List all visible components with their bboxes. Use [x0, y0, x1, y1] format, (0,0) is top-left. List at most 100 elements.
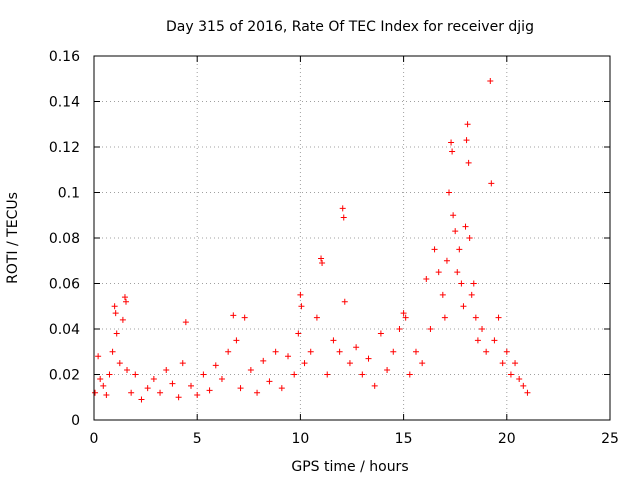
data-point: [353, 344, 360, 351]
y-axis-label: ROTI / TECUs: [5, 192, 21, 284]
x-tick-label: 0: [90, 431, 99, 447]
data-point: [441, 314, 448, 321]
data-point: [336, 348, 343, 355]
data-point: [330, 337, 337, 344]
data-point: [520, 382, 527, 389]
data-point: [212, 362, 219, 369]
data-point: [169, 380, 176, 387]
data-point: [488, 180, 495, 187]
data-point: [318, 255, 325, 262]
data-point: [512, 360, 519, 367]
y-tick-labels: 0 0.02 0.04 0.06 0.08 0.1 0.12 0.14 0.16: [49, 49, 80, 429]
data-point: [132, 371, 139, 378]
data-point: [313, 314, 320, 321]
data-point: [468, 291, 475, 298]
data-point: [319, 260, 326, 267]
data-point: [359, 371, 366, 378]
data-point: [144, 385, 151, 392]
data-point: [402, 314, 409, 321]
x-tick-label: 25: [601, 431, 619, 447]
data-point: [463, 137, 470, 144]
data-point: [116, 360, 123, 367]
data-point: [92, 389, 99, 396]
axis-ticks: [93, 55, 611, 421]
data-point: [524, 389, 531, 396]
data-point: [341, 298, 348, 305]
data-point: [423, 275, 430, 282]
data-point: [452, 228, 459, 235]
data-point: [454, 269, 461, 276]
data-point: [346, 360, 353, 367]
y-tick-label: 0.12: [49, 140, 80, 156]
data-point: [218, 376, 225, 383]
data-point: [474, 337, 481, 344]
data-point: [479, 326, 486, 332]
data-point: [241, 314, 248, 321]
y-tick-label: 0.08: [49, 231, 80, 247]
data-point: [448, 139, 455, 146]
y-tick-label: 0.02: [49, 368, 80, 384]
data-point: [466, 235, 473, 241]
data-point: [462, 223, 469, 230]
data-point: [206, 387, 213, 394]
data-point: [458, 280, 465, 287]
data-point: [483, 348, 490, 355]
data-point: [516, 376, 523, 383]
y-tick-label: 0.14: [49, 95, 80, 111]
data-point: [124, 366, 131, 373]
data-point: [406, 371, 413, 378]
data-point: [427, 326, 434, 332]
y-tick-label: 0.1: [58, 186, 80, 202]
y-tick-label: 0.16: [49, 49, 80, 65]
data-point: [278, 385, 285, 392]
data-point: [200, 371, 207, 378]
y-tick-label: 0.04: [49, 322, 80, 338]
data-point: [182, 319, 189, 326]
data-point: [472, 314, 479, 321]
x-tick-label: 5: [193, 431, 202, 447]
data-point: [431, 246, 438, 253]
x-tick-labels: 0 5 10 15 20 25: [90, 431, 619, 447]
chart-title: Day 315 of 2016, Rate Of TEC Index for r…: [166, 19, 534, 35]
data-point: [295, 330, 302, 337]
data-point: [507, 371, 514, 378]
data-point: [371, 382, 378, 389]
data-point: [100, 382, 107, 389]
data-point: [113, 330, 120, 337]
data-point: [377, 330, 384, 337]
data-point: [419, 360, 426, 367]
data-point: [297, 291, 304, 298]
x-tick-label: 10: [291, 431, 309, 447]
data-point: [339, 205, 346, 212]
plot-frame: [93, 55, 611, 421]
data-point: [487, 78, 494, 85]
data-point: [237, 385, 244, 392]
data-point: [412, 348, 419, 355]
data-point: [307, 348, 314, 355]
y-tick-label: 0: [71, 413, 80, 429]
data-point: [456, 246, 463, 253]
data-point: [111, 303, 118, 310]
data-point: [150, 376, 157, 383]
data-point: [163, 366, 170, 373]
data-point: [365, 355, 372, 362]
x-tick-label: 15: [395, 431, 413, 447]
data-point: [175, 394, 182, 401]
data-point: [138, 396, 145, 403]
grid-lines: [94, 56, 610, 420]
data-point: [285, 353, 292, 360]
data-point: [121, 294, 128, 301]
data-point: [446, 189, 453, 196]
data-point: [324, 371, 331, 378]
data-point: [97, 376, 104, 383]
data-point: [499, 360, 506, 367]
data-point: [384, 366, 391, 373]
data-point: [266, 378, 273, 385]
data-point: [340, 214, 347, 221]
data-point: [298, 303, 305, 310]
data-point: [179, 360, 186, 367]
data-point: [230, 312, 237, 319]
data-point: [396, 326, 403, 332]
data-point: [460, 303, 467, 310]
